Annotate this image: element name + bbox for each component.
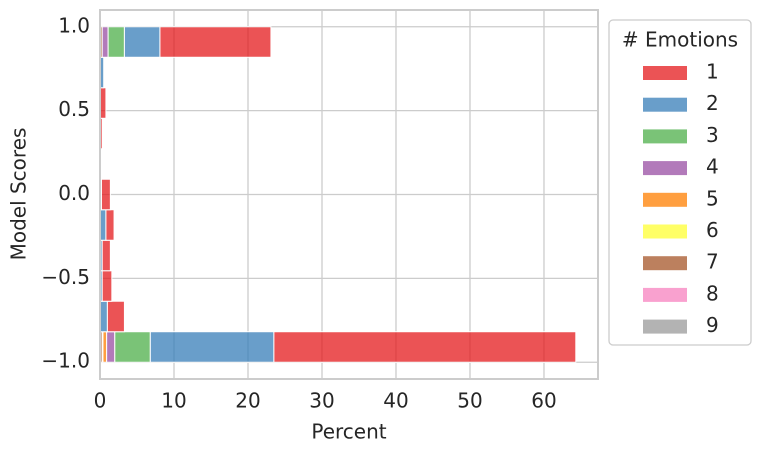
x-tick-label: 30 — [309, 389, 334, 413]
legend-swatch — [643, 192, 687, 207]
legend-label: 9 — [706, 313, 719, 337]
legend-swatch — [643, 224, 687, 239]
y-axis-label: Model Scores — [7, 128, 31, 261]
y-tick-label: 0.0 — [58, 181, 90, 205]
x-tick-label: 60 — [531, 389, 556, 413]
bar-segment — [101, 26, 109, 58]
x-tick-label: 50 — [457, 389, 482, 413]
bar-segment — [105, 209, 115, 241]
y-tick-label: −0.5 — [41, 265, 90, 289]
bar-segment — [101, 239, 111, 272]
x-tick-label: 0 — [94, 389, 107, 413]
bar-segment — [123, 26, 161, 58]
x-tick-label: 40 — [383, 389, 408, 413]
legend-label: 2 — [706, 91, 719, 115]
bar-segment — [273, 331, 577, 363]
legend-swatch — [643, 287, 687, 302]
bar-segment — [149, 331, 275, 363]
bar-segment — [101, 270, 113, 302]
legend-label: 6 — [706, 218, 719, 242]
legend-label: 8 — [706, 281, 719, 305]
x-axis-label: Percent — [311, 420, 386, 444]
legend-label: 5 — [706, 186, 719, 210]
legend-swatch — [643, 161, 687, 176]
legend-swatch — [643, 319, 687, 334]
plot-frame — [99, 9, 599, 380]
y-tick-label: −1.0 — [41, 349, 90, 373]
legend-swatch — [643, 97, 687, 112]
bar-segment — [106, 300, 125, 333]
bar-segment — [159, 26, 272, 58]
legend-label: 4 — [706, 155, 719, 179]
legend-swatch — [643, 129, 687, 144]
legend-swatch — [643, 66, 687, 80]
y-tick-label: 1.0 — [58, 13, 90, 37]
legend-swatch — [643, 256, 687, 271]
legend-label: 7 — [706, 250, 719, 274]
x-tick-label: 10 — [161, 389, 186, 413]
bar-segment — [102, 331, 108, 363]
x-tick-label: 20 — [235, 389, 260, 413]
legend-label: 1 — [706, 60, 719, 84]
legend-title: # Emotions — [622, 28, 738, 52]
bar-segment — [107, 26, 125, 58]
y-tick-label: 0.5 — [58, 97, 90, 121]
legend-label: 3 — [706, 123, 719, 147]
bar-segment — [99, 300, 108, 333]
bar-segment — [100, 178, 111, 211]
bar-segment — [106, 331, 116, 363]
bar-segment — [114, 331, 151, 363]
